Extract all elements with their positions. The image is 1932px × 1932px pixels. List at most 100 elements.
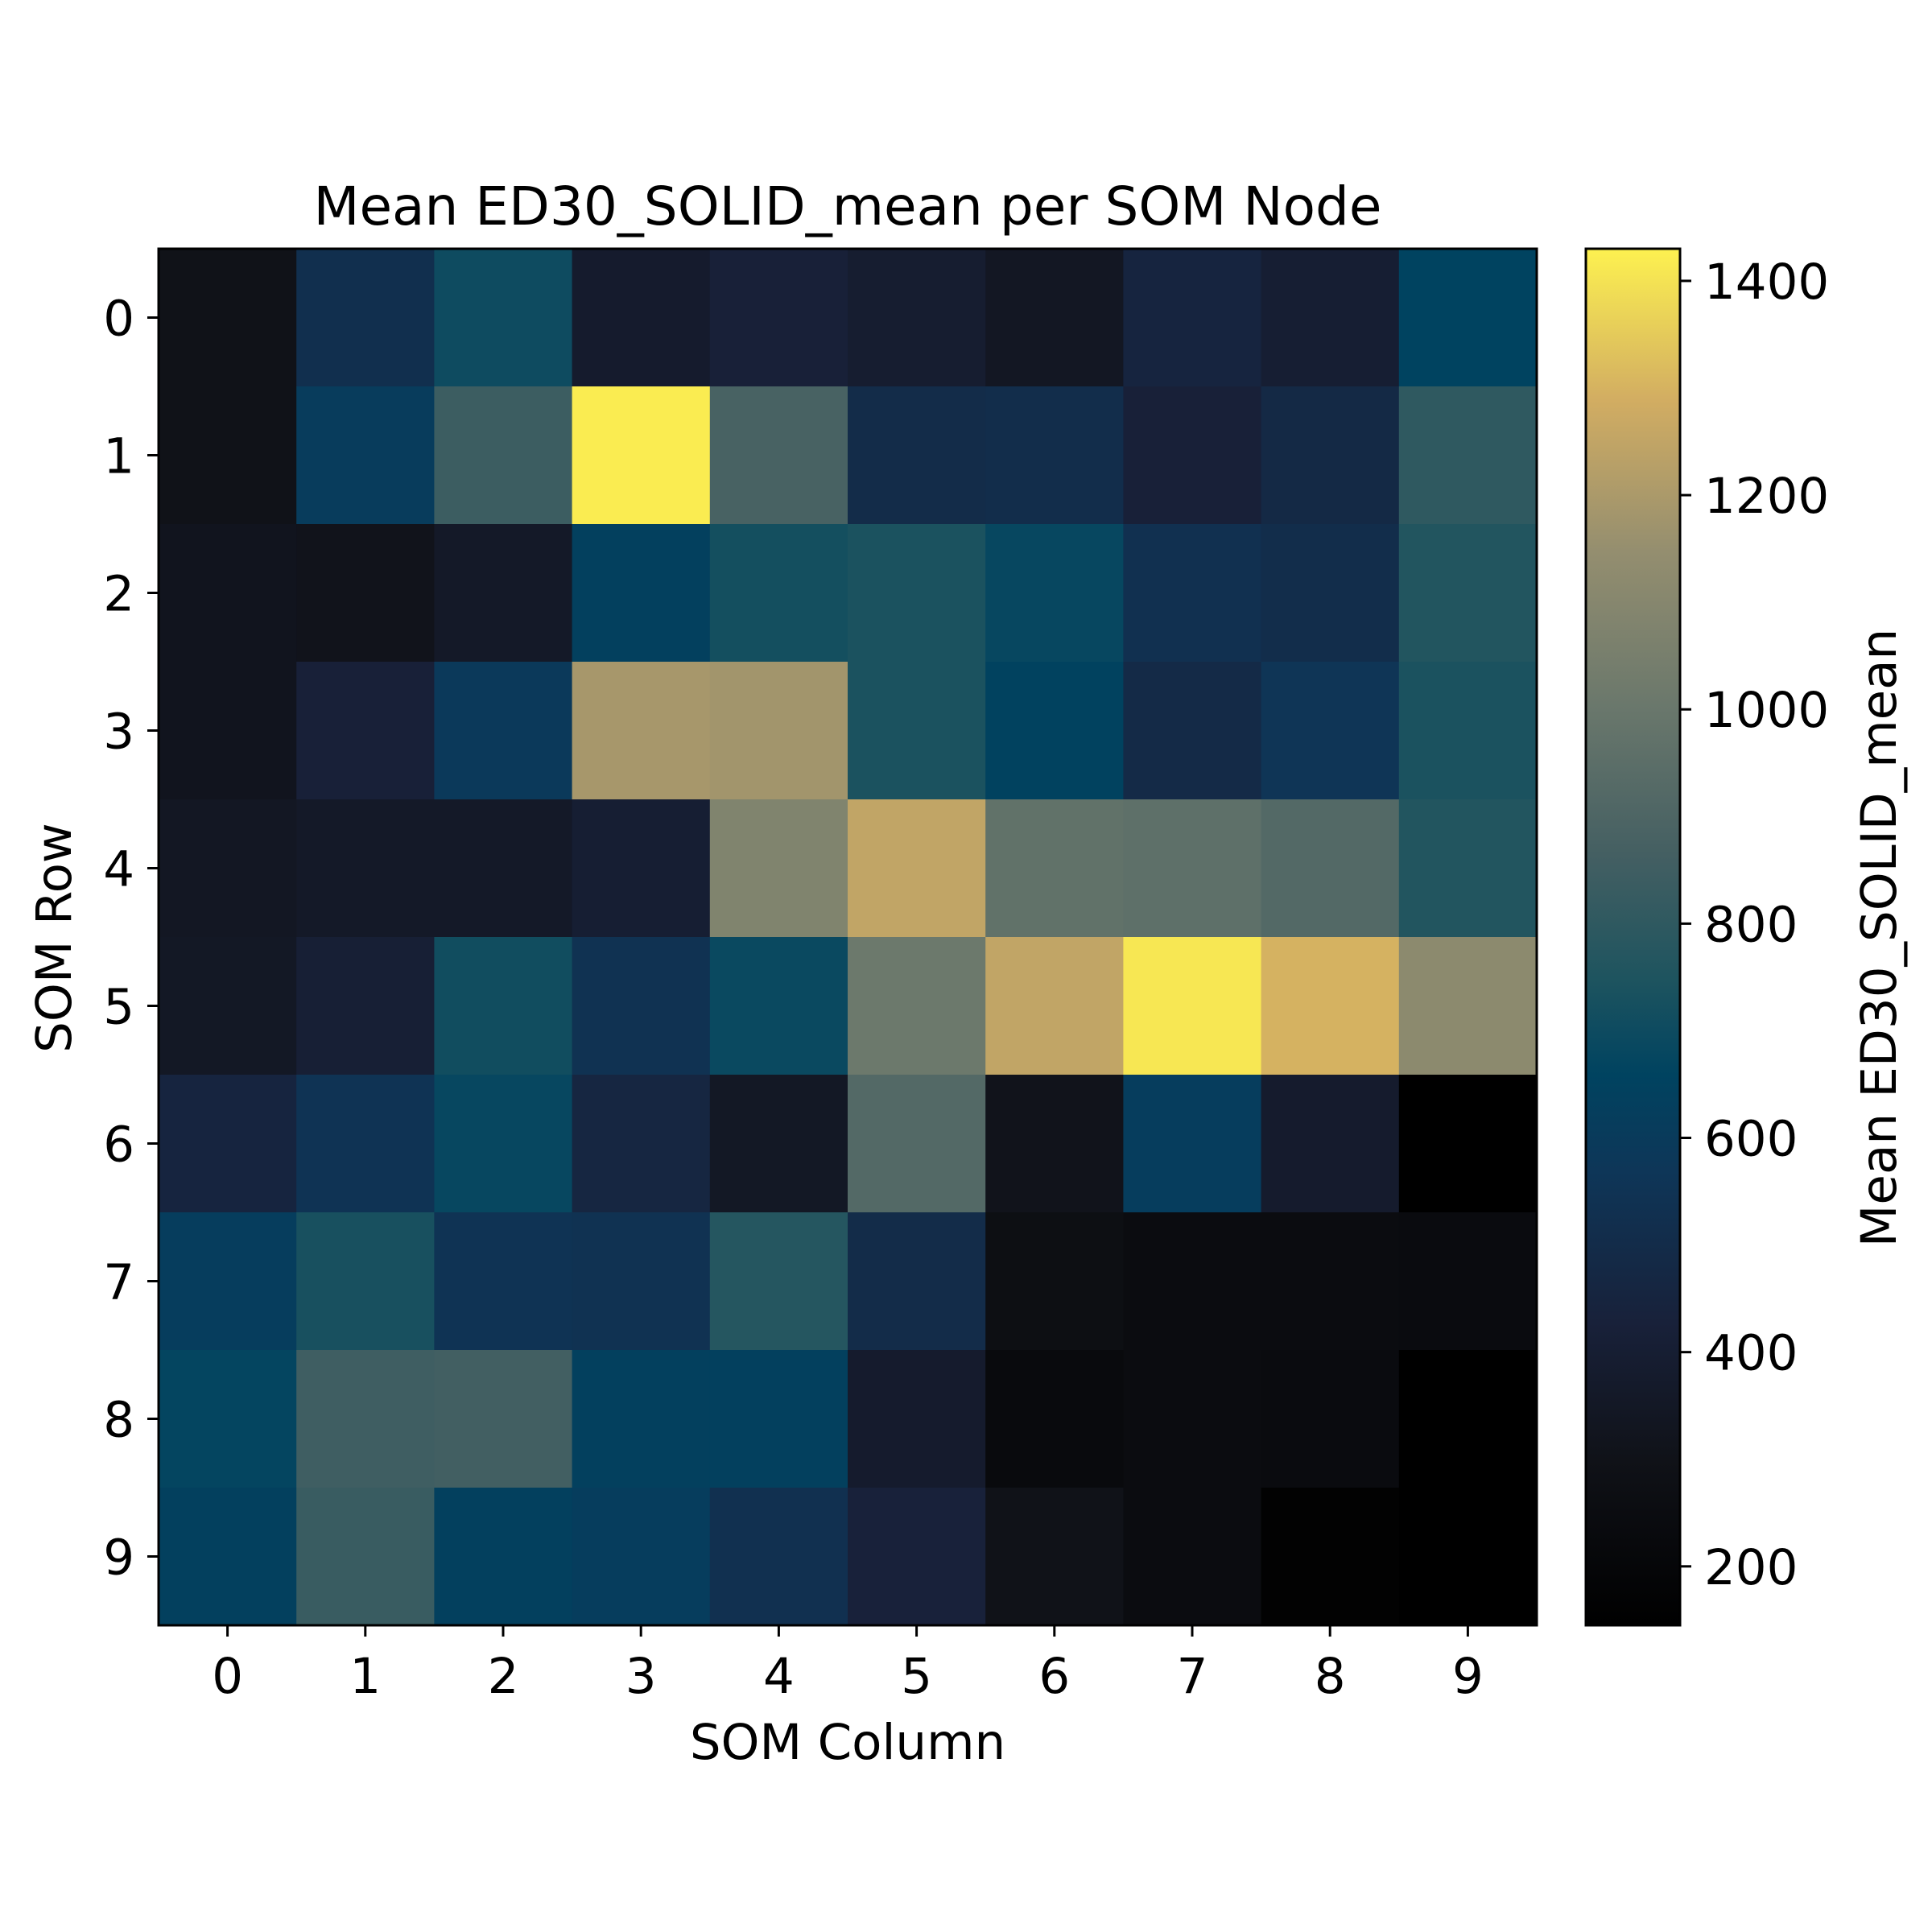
heatmap-cell-r1-c9 [1398,386,1538,525]
heatmap-cell-r4-c7 [1123,799,1262,938]
heatmap-cell-r1-c8 [1261,386,1400,525]
y-tick-label: 5 [103,979,134,1036]
x-tick-label: 6 [1038,1648,1070,1705]
heatmap-cell-r6-c0 [159,1075,297,1213]
heatmap-cell-r0-c0 [159,249,297,387]
colorbar-label: Mean ED30_SOLID_mean [1851,629,1908,1247]
heatmap-cell-r4-c9 [1398,799,1538,938]
heatmap-cell-r5-c4 [709,937,848,1075]
heatmap-cell-r0-c9 [1398,249,1538,387]
heatmap-cell-r9-c1 [296,1488,435,1626]
heatmap-cell-r2-c7 [1123,524,1262,663]
heatmap-cells [159,249,1538,1626]
heatmap-cell-r2-c4 [709,524,848,663]
heatmap-cell-r3-c6 [985,662,1124,800]
heatmap-cell-r4-c0 [159,799,297,938]
x-tick-label: 4 [763,1648,795,1705]
heatmap-cell-r8-c3 [572,1350,711,1488]
heatmap-cell-r4-c2 [434,799,573,938]
heatmap-cell-r3-c7 [1123,662,1262,800]
heatmap-cell-r1-c3 [572,386,711,525]
heatmap-cell-r0-c2 [434,249,573,387]
heatmap-cell-r1-c0 [159,386,297,525]
heatmap-cell-r6-c5 [848,1075,986,1213]
heatmap-cell-r0-c4 [709,249,848,387]
x-tick-label: 3 [625,1648,657,1705]
colorbar-ticks: 200 400 600 800 1000 1200 1400 [1680,254,1829,1596]
heatmap-cell-r1-c5 [848,386,986,525]
y-tick-label: 3 [103,704,134,761]
heatmap-cell-r6-c1 [296,1075,435,1213]
y-axis-label: SOM Row [26,823,83,1053]
heatmap-cell-r4-c8 [1261,799,1400,938]
heatmap-cell-r9-c8 [1261,1488,1400,1626]
x-tick-label: 9 [1452,1648,1484,1705]
y-tick-label: 1 [103,428,134,485]
heatmap-cell-r4-c1 [296,799,435,938]
colorbar-tick-label: 200 [1704,1539,1798,1596]
heatmap-cell-r7-c2 [434,1212,573,1351]
heatmap-cell-r4-c6 [985,799,1124,938]
y-tick-label: 7 [103,1254,134,1311]
plot-frame [157,247,1538,1627]
heatmap-cell-r0-c8 [1261,249,1400,387]
heatmap-cell-r9-c3 [572,1488,711,1626]
heatmap-cell-r0-c7 [1123,249,1262,387]
heatmap-cell-r3-c8 [1261,662,1400,800]
heatmap-cell-r7-c1 [296,1212,435,1351]
colorbar-tick-label: 600 [1704,1111,1798,1168]
x-tick-label: 7 [1177,1648,1208,1705]
heatmap-cell-r4-c4 [709,799,848,938]
heatmap-cell-r9-c2 [434,1488,573,1626]
heatmap-cell-r6-c4 [709,1075,848,1213]
heatmap-cell-r9-c7 [1123,1488,1262,1626]
heatmap-cell-r0-c5 [848,249,986,387]
heatmap-cell-r7-c6 [985,1212,1124,1351]
x-tick-label: 2 [488,1648,519,1705]
heatmap-cell-r3-c3 [572,662,711,800]
heatmap-cell-r5-c2 [434,937,573,1075]
heatmap-cell-r8-c2 [434,1350,573,1488]
colorbar-tick-label: 400 [1704,1325,1798,1382]
heatmap-cell-r9-c4 [709,1488,848,1626]
x-axis-label: SOM Column [690,1714,1005,1771]
heatmap-cell-r4-c3 [572,799,711,938]
heatmap-cell-r2-c9 [1398,524,1538,663]
heatmap-cell-r8-c0 [159,1350,297,1488]
y-tick-label: 8 [103,1392,134,1449]
heatmap-cell-r3-c9 [1398,662,1538,800]
heatmap-cell-r5-c6 [985,937,1124,1075]
heatmap-cell-r8-c4 [709,1350,848,1488]
heatmap-cell-r9-c5 [848,1488,986,1626]
colorbar-frame [1584,247,1682,1627]
colorbar-tick-label: 1200 [1704,468,1829,525]
y-tick-label: 2 [103,566,134,623]
heatmap-cell-r7-c7 [1123,1212,1262,1351]
heatmap-cell-r3-c2 [434,662,573,800]
heatmap-cell-r2-c6 [985,524,1124,663]
heatmap-cell-r0-c3 [572,249,711,387]
heatmap-cell-r8-c1 [296,1350,435,1488]
y-tick-label: 0 [103,291,134,348]
heatmap-cell-r4-c5 [848,799,986,938]
heatmap-cell-r3-c0 [159,662,297,800]
heatmap-cell-r3-c1 [296,662,435,800]
heatmap-cell-r6-c3 [572,1075,711,1213]
heatmap-cell-r7-c5 [848,1212,986,1351]
x-tick-label: 8 [1315,1648,1346,1705]
y-tick-label: 4 [103,841,134,898]
heatmap-cell-r7-c0 [159,1212,297,1351]
y-tick-label: 9 [103,1530,134,1587]
heatmap-cell-r1-c7 [1123,386,1262,525]
heatmap-cell-r9-c9 [1398,1488,1538,1626]
heatmap-cell-r5-c9 [1398,937,1538,1075]
heatmap-cell-r6-c6 [985,1075,1124,1213]
heatmap-cell-r7-c9 [1398,1212,1538,1351]
heatmap-cell-r2-c8 [1261,524,1400,663]
heatmap-cell-r6-c7 [1123,1075,1262,1213]
x-tick-label: 5 [901,1648,932,1705]
heatmap-cell-r2-c0 [159,524,297,663]
heatmap-cell-r5-c0 [159,937,297,1075]
colorbar-tick-label: 1400 [1704,254,1829,311]
